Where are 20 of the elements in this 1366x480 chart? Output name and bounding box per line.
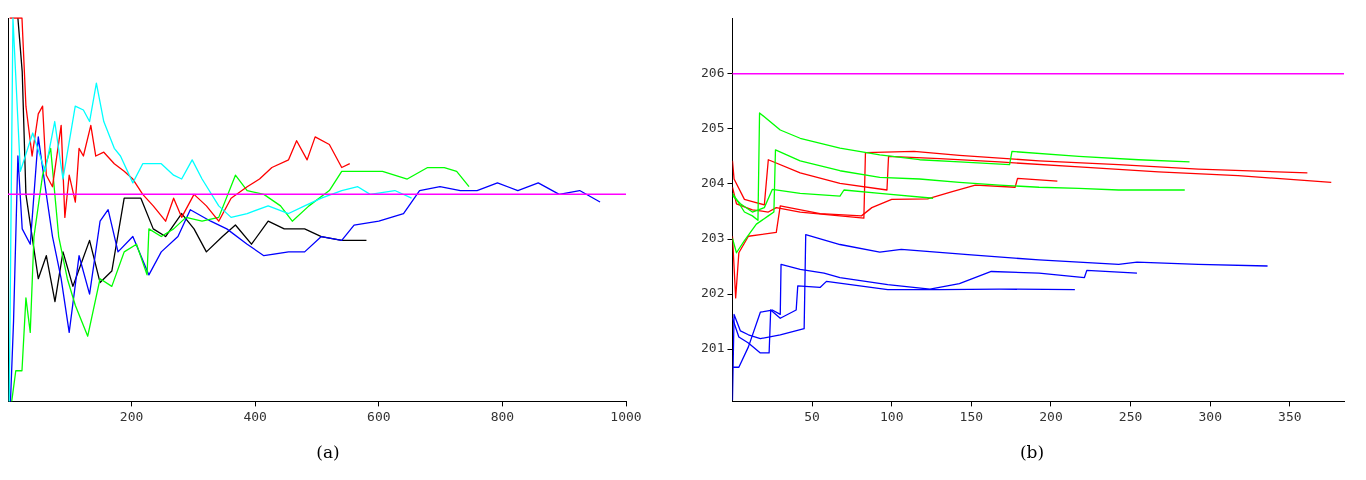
- y-tick-label: 203: [701, 230, 725, 246]
- x-tick-label: 400: [243, 408, 267, 424]
- text: (a): [315, 442, 341, 462]
- x-tick-label: 1000: [610, 408, 642, 424]
- y-tick-label: 202: [701, 285, 725, 301]
- x-tick-label: 350: [1278, 408, 1302, 424]
- x-tick-label: 50: [804, 408, 820, 424]
- y-tick-label: 204: [701, 175, 725, 191]
- x-tick-label: 100: [879, 408, 904, 424]
- x-tick-label: 250: [1118, 408, 1143, 424]
- x-tick-label: 200: [119, 408, 144, 424]
- x-tick-label: 600: [367, 408, 391, 424]
- y-tick-label: 205: [701, 120, 725, 136]
- x-tick-label: 800: [490, 408, 515, 424]
- x-tick-label: 150: [959, 408, 984, 424]
- y-tick-label: 201: [701, 340, 725, 356]
- text: (b): [1018, 442, 1046, 462]
- y-tick-label: 206: [701, 65, 725, 81]
- x-tick-label: 300: [1198, 408, 1222, 424]
- x-tick-label: 200: [1039, 408, 1063, 424]
